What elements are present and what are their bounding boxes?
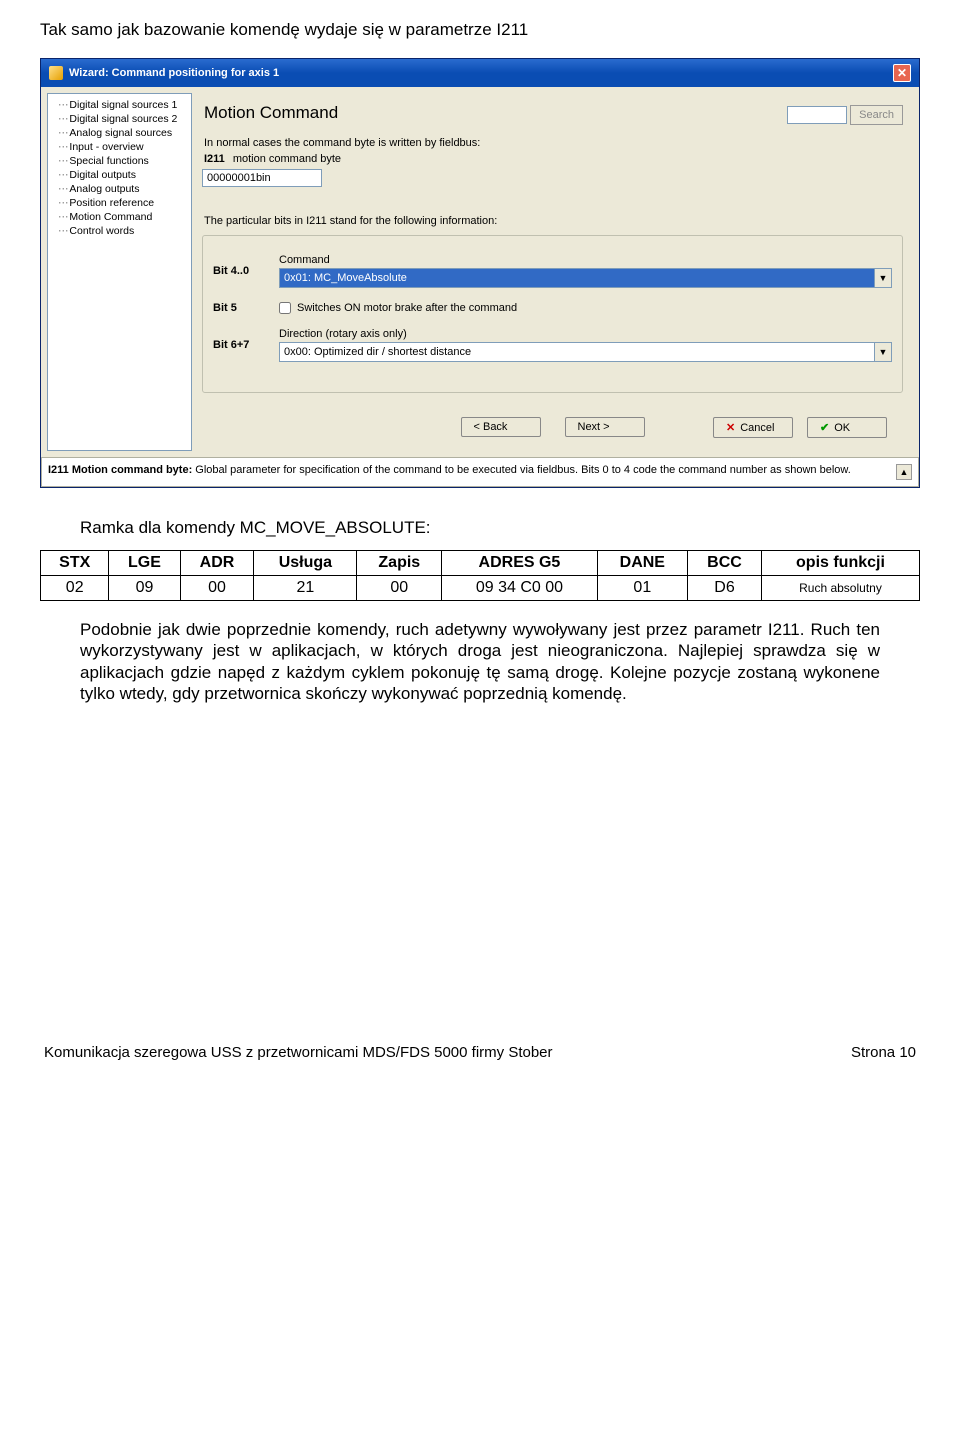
sidebar-item[interactable]: Analog signal sources [50,126,189,140]
table-header: STX [41,551,109,576]
x-icon: ✕ [726,421,735,434]
frame-table: STXLGEADRUsługaZapisADRES G5DANEBCCopis … [40,550,920,601]
table-header: LGE [109,551,180,576]
ok-button[interactable]: ✔ OK [807,417,887,438]
table-header: ADR [180,551,254,576]
cancel-label: Cancel [740,422,774,434]
search-button[interactable]: Search [850,105,903,125]
frame-caption: Ramka dla komendy MC_MOVE_ABSOLUTE: [80,518,920,538]
direction-label: Direction (rotary axis only) [279,328,892,340]
bit5-label: Bit 5 [213,302,265,314]
bit40-label: Bit 4..0 [213,265,265,277]
window-title: Wizard: Command positioning for axis 1 [69,67,279,79]
param-name: motion command byte [233,153,341,165]
table-cell: 09 [109,576,180,601]
ok-label: OK [834,422,850,434]
sidebar-item[interactable]: Position reference [50,196,189,210]
sidebar-item[interactable]: Motion Command [50,210,189,224]
back-button[interactable]: < Back [461,417,541,437]
table-cell: 09 34 C0 00 [442,576,597,601]
check-icon: ✔ [820,421,829,434]
search-input[interactable] [787,106,847,124]
direction-combo[interactable] [279,342,874,362]
fieldbus-note: In normal cases the command byte is writ… [204,137,903,149]
titlebar: Wizard: Command positioning for axis 1 ✕ [41,59,919,87]
table-cell: Ruch absolutny [761,576,919,601]
chevron-down-icon[interactable]: ▼ [874,268,892,288]
sidebar-item[interactable]: Special functions [50,154,189,168]
sidebar-item[interactable]: Digital signal sources 1 [50,98,189,112]
sidebar-item[interactable]: Control words [50,224,189,238]
next-button[interactable]: Next > [565,417,645,437]
table-header: DANE [597,551,687,576]
footer-bold: I211 Motion command byte: [48,464,192,476]
sidebar-tree: Digital signal sources 1Digital signal s… [47,93,192,451]
scroll-up-icon[interactable]: ▲ [896,464,912,480]
bit67-label: Bit 6+7 [213,339,265,351]
bits-groupbox: Bit 4..0 Command ▼ Bit 5 Switches ON mot… [202,235,903,393]
table-cell: D6 [688,576,762,601]
command-label: Command [279,254,892,266]
intro-text: Tak samo jak bazowanie komendę wydaje si… [40,20,920,40]
sidebar-item[interactable]: Digital outputs [50,168,189,182]
table-header: ADRES G5 [442,551,597,576]
table-cell: 21 [254,576,357,601]
footer-description: I211 Motion command byte: Global paramet… [41,457,919,487]
paragraph: Podobnie jak dwie poprzednie komendy, ru… [80,619,880,704]
bit5-text: Switches ON motor brake after the comman… [297,302,517,314]
footer-right: Strona 10 [851,1044,916,1061]
app-icon [49,66,63,80]
footer-text: Global parameter for specification of th… [192,464,851,476]
sidebar-item[interactable]: Analog outputs [50,182,189,196]
cancel-button[interactable]: ✕ Cancel [713,417,793,438]
table-header: Zapis [357,551,442,576]
table-cell: 00 [180,576,254,601]
param-id: I211 [204,153,225,165]
close-icon[interactable]: ✕ [893,64,911,82]
table-header: Usługa [254,551,357,576]
table-cell: 01 [597,576,687,601]
bit5-checkbox[interactable] [279,302,291,314]
param-value-input[interactable] [202,169,322,187]
sidebar-item[interactable]: Input - overview [50,140,189,154]
table-header: opis funkcji [761,551,919,576]
sidebar-item[interactable]: Digital signal sources 2 [50,112,189,126]
table-cell: 00 [357,576,442,601]
footer-left: Komunikacja szeregowa USS z przetwornica… [44,1044,553,1061]
wizard-window: Wizard: Command positioning for axis 1 ✕… [40,58,920,488]
command-combo[interactable] [279,268,874,288]
chevron-down-icon[interactable]: ▼ [874,342,892,362]
bits-note: The particular bits in I211 stand for th… [204,215,901,227]
table-cell: 02 [41,576,109,601]
table-header: BCC [688,551,762,576]
